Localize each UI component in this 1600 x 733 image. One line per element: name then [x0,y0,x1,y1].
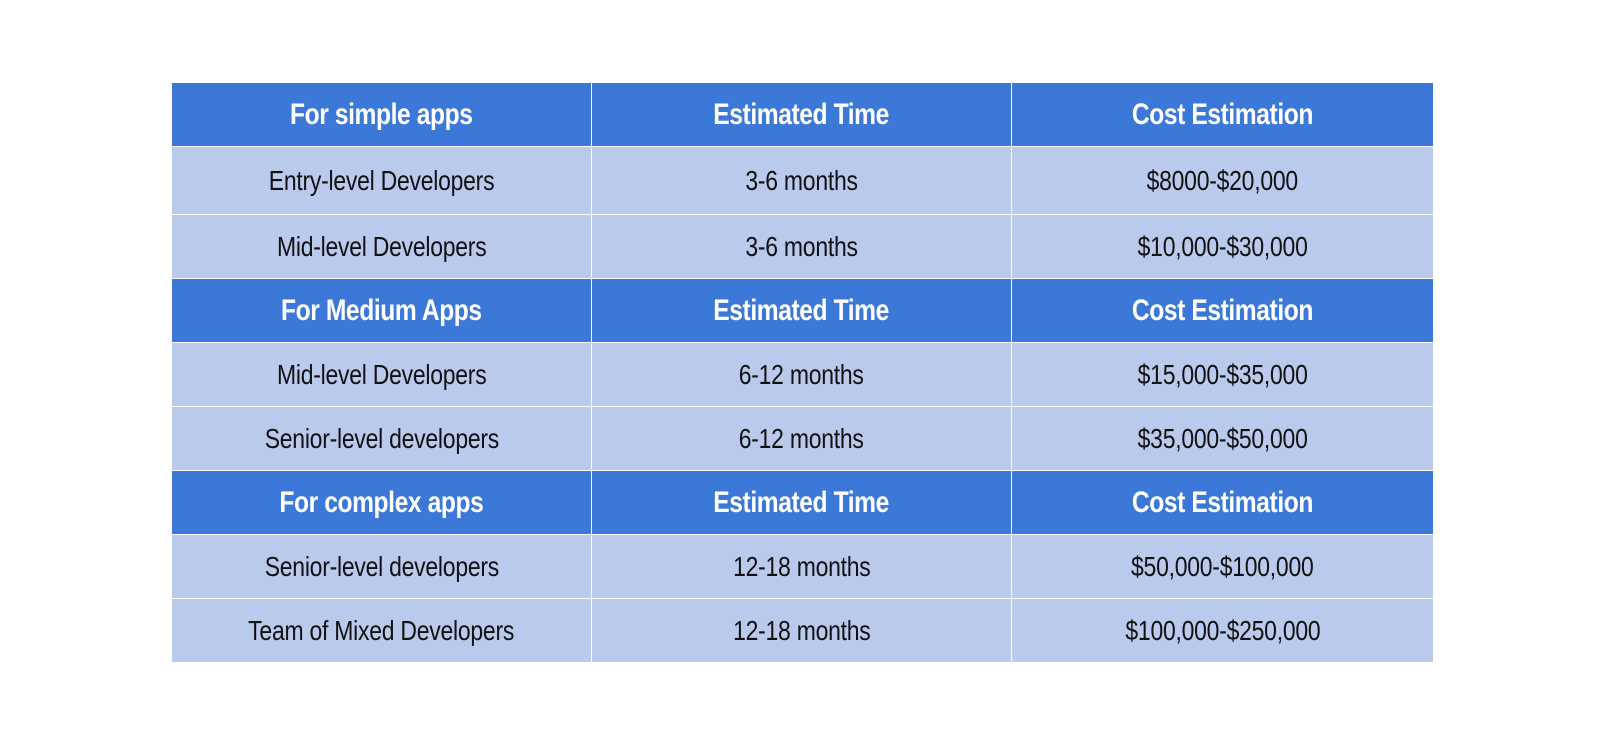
cost-cell: $8000-$20,000 [1011,146,1434,215]
header-cell-time: Estimated Time [591,82,1012,147]
header-cell-category: For complex apps [171,470,592,535]
cost-estimation-table: For simple apps Estimated Time Cost Esti… [171,82,1434,663]
header-cell-cost: Cost Estimation [1011,470,1434,535]
time-cell: 12-18 months [591,598,1012,663]
header-cell-time: Estimated Time [591,278,1012,343]
cost-cell: $15,000-$35,000 [1011,342,1434,407]
time-cell: 12-18 months [591,534,1012,599]
section-header-row-simple: For simple apps Estimated Time Cost Esti… [171,82,1434,147]
time-cell: 3-6 months [591,214,1012,279]
header-cell-category: For Medium Apps [171,278,592,343]
developer-level-cell: Senior-level developers [171,534,592,599]
cost-cell: $10,000-$30,000 [1011,214,1434,279]
developer-level-cell: Senior-level developers [171,406,592,471]
header-cell-time: Estimated Time [591,470,1012,535]
table-row: Senior-level developers 12-18 months $50… [171,534,1434,599]
cost-cell: $50,000-$100,000 [1011,534,1434,599]
table-row: Mid-level Developers 6-12 months $15,000… [171,342,1434,407]
header-cell-category: For simple apps [171,82,592,147]
header-cell-cost: Cost Estimation [1011,278,1434,343]
section-header-row-medium: For Medium Apps Estimated Time Cost Esti… [171,278,1434,343]
section-header-row-complex: For complex apps Estimated Time Cost Est… [171,470,1434,535]
table-row: Team of Mixed Developers 12-18 months $1… [171,598,1434,663]
developer-level-cell: Mid-level Developers [171,342,592,407]
developer-level-cell: Mid-level Developers [171,214,592,279]
table-row: Mid-level Developers 3-6 months $10,000-… [171,214,1434,279]
cost-cell: $35,000-$50,000 [1011,406,1434,471]
developer-level-cell: Team of Mixed Developers [171,598,592,663]
cost-estimation-table-container: For simple apps Estimated Time Cost Esti… [171,82,1434,663]
time-cell: 3-6 months [591,146,1012,215]
time-cell: 6-12 months [591,406,1012,471]
developer-level-cell: Entry-level Developers [171,146,592,215]
table-row: Senior-level developers 6-12 months $35,… [171,406,1434,471]
time-cell: 6-12 months [591,342,1012,407]
cost-cell: $100,000-$250,000 [1011,598,1434,663]
table-row: Entry-level Developers 3-6 months $8000-… [171,146,1434,215]
header-cell-cost: Cost Estimation [1011,82,1434,147]
